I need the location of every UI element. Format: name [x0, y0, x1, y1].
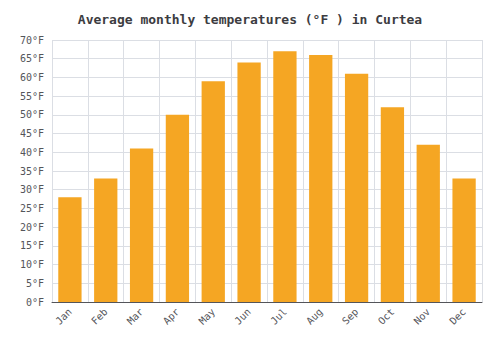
svg-text:Jul: Jul: [268, 306, 289, 327]
svg-text:Apr: Apr: [161, 306, 182, 327]
svg-text:Aug: Aug: [304, 306, 325, 327]
svg-text:Mar: Mar: [125, 306, 146, 327]
svg-text:15°F: 15°F: [20, 240, 44, 251]
svg-text:Sep: Sep: [340, 306, 361, 327]
svg-text:Feb: Feb: [89, 306, 110, 327]
svg-text:0°F: 0°F: [26, 297, 44, 308]
svg-text:Jan: Jan: [53, 306, 74, 327]
svg-text:20°F: 20°F: [20, 222, 44, 233]
svg-text:Oct: Oct: [376, 306, 397, 327]
svg-text:60°F: 60°F: [20, 72, 44, 83]
svg-text:10°F: 10°F: [20, 259, 44, 270]
svg-text:35°F: 35°F: [20, 166, 44, 177]
svg-text:65°F: 65°F: [20, 53, 44, 64]
svg-text:55°F: 55°F: [20, 91, 44, 102]
svg-text:Average monthly temperatures (: Average monthly temperatures (°F ) in Cu…: [78, 12, 423, 27]
svg-text:30°F: 30°F: [20, 184, 44, 195]
svg-text:45°F: 45°F: [20, 128, 44, 139]
svg-text:Jun: Jun: [232, 306, 253, 327]
svg-text:25°F: 25°F: [20, 203, 44, 214]
svg-text:May: May: [197, 306, 218, 327]
svg-text:Dec: Dec: [447, 306, 468, 327]
svg-text:Nov: Nov: [412, 306, 433, 327]
svg-text:50°F: 50°F: [20, 109, 44, 120]
svg-text:5°F: 5°F: [26, 278, 44, 289]
svg-text:40°F: 40°F: [20, 147, 44, 158]
svg-text:70°F: 70°F: [20, 35, 44, 46]
